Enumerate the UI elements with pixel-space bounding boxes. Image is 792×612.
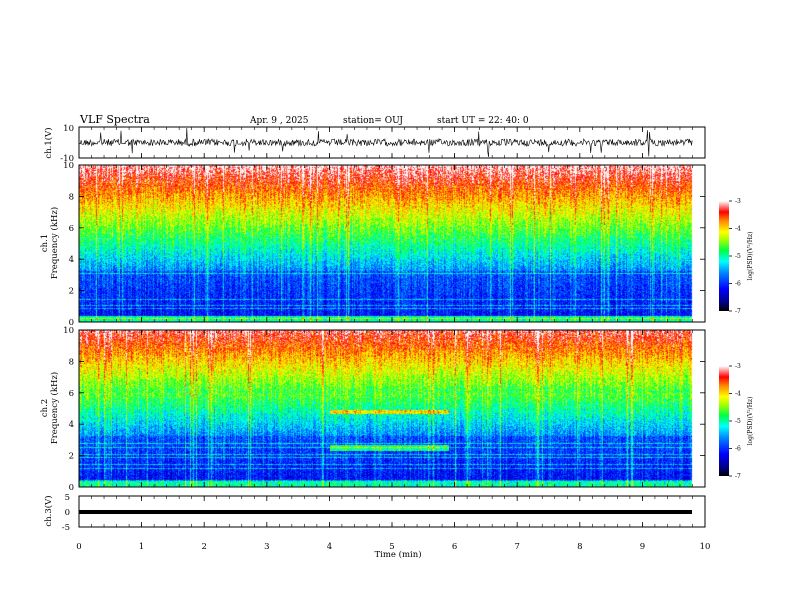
ch1-ylabel-channel: ch.1 xyxy=(40,234,50,252)
ch1-colorbar-gradient xyxy=(719,201,729,311)
start-time-label: start UT = 22: 40: 0 xyxy=(437,116,529,126)
ch3-ylabel: ch.3(V) xyxy=(43,495,54,526)
ch2-spec-ytick-label: 2 xyxy=(69,452,74,462)
x-tick-label: 9 xyxy=(640,542,645,552)
x-axis-label: Time (min) xyxy=(374,549,421,560)
ch3-ytick-top: 5 xyxy=(65,493,70,503)
ch1-spec-ytick-label: 8 xyxy=(69,192,74,202)
x-tick-label: 4 xyxy=(327,542,332,552)
x-tick-label: 6 xyxy=(452,542,457,552)
ch1-spec-ytick-label: 2 xyxy=(69,287,74,297)
ch1-spec-ytick-label: 6 xyxy=(69,224,74,234)
ch2-spec-ytick-label: 6 xyxy=(69,389,74,399)
ch3-ytick-bottom: -5 xyxy=(62,523,70,533)
ch2-colorbar-tick-label: -6 xyxy=(735,446,741,453)
ch1-colorbar-tick-label: -5 xyxy=(735,253,741,260)
ch1-spec-ytick-label: 10 xyxy=(63,161,74,171)
ch2-spectrogram-panel: 0 2 4 6 8 10 ch.2 Frequency (kHz) xyxy=(40,326,706,493)
ch2-spec-ytick-label: 4 xyxy=(69,420,74,430)
ch2-colorbar: -3 -4 -5 -6 -7 log(PSD)(V²/Hz) xyxy=(719,363,754,480)
ch2-spec-ytick-label: 0 xyxy=(69,483,74,493)
ch1-ylabel: ch.1(V) xyxy=(43,127,54,158)
ch2-spec-ytick-label: 8 xyxy=(69,357,74,367)
ch1-colorbar-label: log(PSD)(V²/Hz) xyxy=(747,232,754,281)
figure-title: VLF Spectra xyxy=(79,113,150,126)
ch2-spectrogram-image xyxy=(79,330,705,487)
x-tick-label: 7 xyxy=(514,542,519,552)
station-label: station= OUJ xyxy=(343,116,403,126)
ch2-colorbar-tick-label: -7 xyxy=(735,473,741,480)
ch2-colorbar-tick-label: -4 xyxy=(735,391,741,398)
ch2-colorbar-tick-label: -5 xyxy=(735,418,741,425)
ch1-colorbar-tick-label: -7 xyxy=(735,308,741,315)
date-label: Apr. 9 , 2025 xyxy=(249,116,309,126)
ch1-spec-ytick-label: 4 xyxy=(69,255,74,265)
ch2-spec-ytick-label: 10 xyxy=(63,326,74,336)
ch1-spectrogram-panel: 0 2 4 6 8 10 ch.1 Frequency (kHz) xyxy=(40,161,706,328)
x-tick-label: 5 xyxy=(389,542,394,552)
ch2-ylabel-channel: ch.2 xyxy=(40,399,50,417)
x-tick-label: 2 xyxy=(201,542,206,552)
ch2-colorbar-gradient xyxy=(719,366,729,476)
ch2-colorbar-tick-label: -3 xyxy=(735,363,741,370)
x-tick-label: 3 xyxy=(264,542,269,552)
ch3-waveform-panel: 5 0 -5 ch.3(V) xyxy=(43,493,706,533)
ch1-colorbar-tick-label: -6 xyxy=(735,281,741,288)
ch1-colorbar-tick-label: -4 xyxy=(735,226,741,233)
ch1-waveform-panel: 10 -10 ch.1(V) xyxy=(43,124,706,164)
x-tick-label: 0 xyxy=(76,542,81,552)
ch1-colorbar: -3 -4 -5 -6 -7 log(PSD)(V²/Hz) xyxy=(719,198,754,315)
ch3-ytick-mid: 0 xyxy=(65,508,70,518)
x-tick-label: 8 xyxy=(577,542,582,552)
ch1-spectrogram-image xyxy=(79,165,705,322)
ch1-ylabel-frequency: Frequency (kHz) xyxy=(49,207,60,279)
ch2-ylabel-frequency: Frequency (kHz) xyxy=(49,372,60,444)
ch1-ytick-bottom: -10 xyxy=(60,154,74,164)
ch1-waveform-trace xyxy=(78,127,693,158)
ch1-spec-ytick-label: 0 xyxy=(69,318,74,328)
ch2-colorbar-label: log(PSD)(V²/Hz) xyxy=(747,397,754,446)
x-tick-label: 1 xyxy=(139,542,144,552)
ch1-colorbar-tick-label: -3 xyxy=(735,198,741,205)
ch1-ytick-top: 10 xyxy=(63,124,74,134)
x-tick-label: 10 xyxy=(700,542,711,552)
